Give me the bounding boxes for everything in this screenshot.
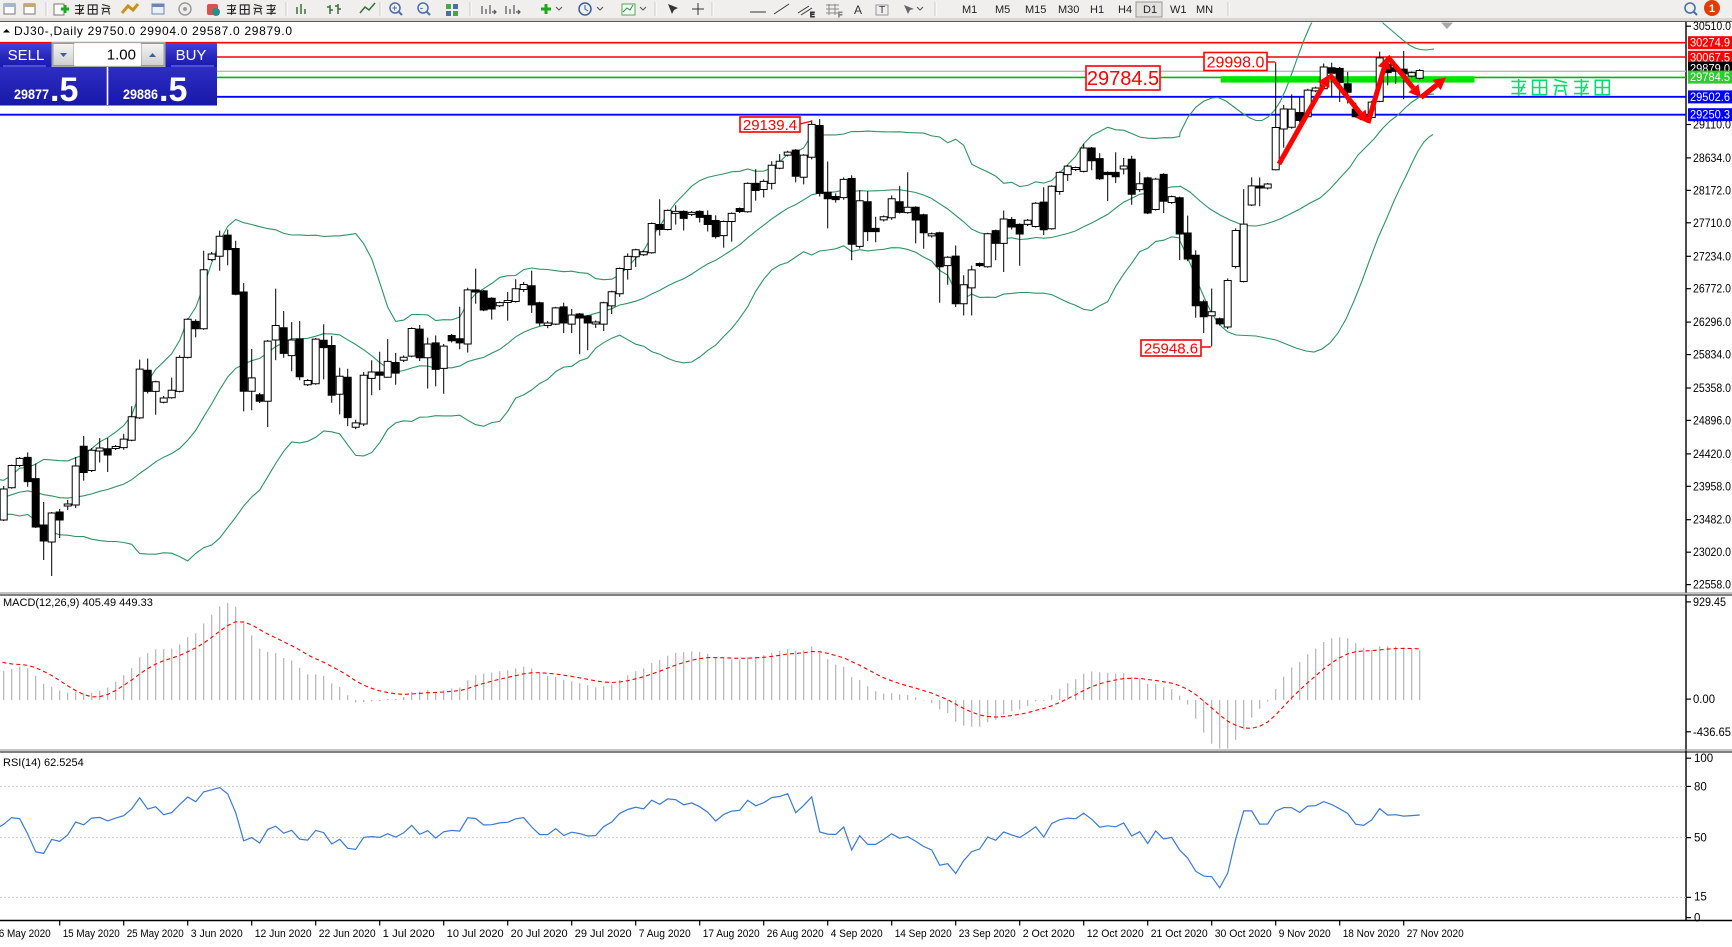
svg-text:50: 50 bbox=[1694, 833, 1707, 845]
svg-text:20 Jul 2020: 20 Jul 2020 bbox=[511, 928, 568, 940]
svg-text:29502.6: 29502.6 bbox=[1690, 92, 1730, 104]
svg-text:F: F bbox=[838, 12, 842, 19]
svg-text:1 Jul 2020: 1 Jul 2020 bbox=[383, 928, 435, 940]
svg-text:30510.0: 30510.0 bbox=[1693, 21, 1731, 33]
svg-text:6 May 2020: 6 May 2020 bbox=[0, 928, 51, 940]
svg-text:12 Jun 2020: 12 Jun 2020 bbox=[255, 928, 312, 940]
svg-text:25834.0: 25834.0 bbox=[1693, 350, 1731, 362]
svg-text:24896.0: 24896.0 bbox=[1693, 415, 1731, 427]
svg-text:M30: M30 bbox=[1058, 4, 1079, 16]
svg-text:29998.0: 29998.0 bbox=[1207, 54, 1265, 71]
svg-text:-436.65: -436.65 bbox=[1693, 727, 1731, 739]
svg-text:29250.3: 29250.3 bbox=[1690, 110, 1730, 122]
svg-text:A: A bbox=[854, 3, 862, 17]
svg-text:RSI(14) 62.5254: RSI(14) 62.5254 bbox=[3, 757, 84, 769]
svg-text:MN: MN bbox=[1196, 4, 1213, 16]
svg-text:0.00: 0.00 bbox=[1693, 694, 1715, 706]
svg-text:23020.0: 23020.0 bbox=[1693, 547, 1731, 559]
svg-text:29784.5: 29784.5 bbox=[1690, 72, 1730, 84]
svg-text:28172.0: 28172.0 bbox=[1693, 185, 1731, 197]
svg-text:+: + bbox=[392, 3, 397, 13]
svg-text:29110.0: 29110.0 bbox=[1693, 120, 1731, 132]
svg-text:30 Oct 2020: 30 Oct 2020 bbox=[1215, 928, 1272, 940]
svg-text:30067.5: 30067.5 bbox=[1690, 52, 1730, 64]
svg-text:25948.6: 25948.6 bbox=[1144, 340, 1198, 357]
svg-text:23 Sep 2020: 23 Sep 2020 bbox=[959, 928, 1016, 940]
svg-text:1: 1 bbox=[1709, 3, 1715, 15]
svg-text:23958.0: 23958.0 bbox=[1693, 481, 1731, 493]
svg-text:29886: 29886 bbox=[123, 86, 158, 102]
svg-text:21 Oct 2020: 21 Oct 2020 bbox=[1151, 928, 1208, 940]
svg-text:H1: H1 bbox=[1090, 4, 1104, 16]
svg-text:27 Nov 2020: 27 Nov 2020 bbox=[1407, 928, 1464, 940]
svg-text:M5: M5 bbox=[995, 4, 1010, 16]
svg-text:W1: W1 bbox=[1170, 4, 1187, 16]
svg-text:7 Aug 2020: 7 Aug 2020 bbox=[639, 928, 691, 940]
svg-text:26 Aug 2020: 26 Aug 2020 bbox=[767, 928, 824, 940]
svg-text:29 Jul 2020: 29 Jul 2020 bbox=[575, 928, 632, 940]
svg-text:.5: .5 bbox=[50, 71, 78, 109]
svg-text:22 Jun 2020: 22 Jun 2020 bbox=[319, 928, 376, 940]
svg-text:M15: M15 bbox=[1025, 4, 1046, 16]
svg-text:80: 80 bbox=[1694, 782, 1707, 794]
svg-text:24420.0: 24420.0 bbox=[1693, 449, 1731, 461]
svg-text:30274.9: 30274.9 bbox=[1690, 38, 1730, 50]
svg-text:M1: M1 bbox=[962, 4, 977, 16]
svg-text:29784.5: 29784.5 bbox=[1087, 68, 1159, 90]
svg-text:SELL: SELL bbox=[8, 47, 45, 64]
svg-text:BUY: BUY bbox=[176, 47, 207, 64]
svg-text:26772.0: 26772.0 bbox=[1693, 284, 1731, 296]
svg-text:22558.0: 22558.0 bbox=[1693, 580, 1731, 592]
svg-text:29877: 29877 bbox=[14, 86, 49, 102]
svg-text:1.00: 1.00 bbox=[107, 47, 136, 64]
svg-text:2 Oct 2020: 2 Oct 2020 bbox=[1023, 928, 1075, 940]
svg-text:14 Sep 2020: 14 Sep 2020 bbox=[895, 928, 952, 940]
svg-text:0: 0 bbox=[1694, 913, 1700, 925]
svg-text:.5: .5 bbox=[159, 71, 187, 109]
svg-text:MACD(12,26,9) 405.49 449.33: MACD(12,26,9) 405.49 449.33 bbox=[3, 597, 153, 609]
svg-text:3 Jun 2020: 3 Jun 2020 bbox=[191, 928, 243, 940]
svg-text:18 Nov 2020: 18 Nov 2020 bbox=[1343, 928, 1400, 940]
svg-text:DJ30-,Daily 29750.0 29904.0 2: DJ30-,Daily 29750.0 29904.0 29587.0 2987… bbox=[14, 24, 292, 38]
svg-text:17 Aug 2020: 17 Aug 2020 bbox=[703, 928, 760, 940]
svg-text:T: T bbox=[879, 5, 885, 16]
svg-text:H4: H4 bbox=[1118, 4, 1132, 16]
svg-text:-: - bbox=[420, 3, 423, 13]
svg-text:12 Oct 2020: 12 Oct 2020 bbox=[1087, 928, 1144, 940]
svg-text:27234.0: 27234.0 bbox=[1693, 251, 1731, 263]
svg-text:25358.0: 25358.0 bbox=[1693, 383, 1731, 395]
svg-text:4 Sep 2020: 4 Sep 2020 bbox=[831, 928, 883, 940]
svg-text:15: 15 bbox=[1694, 891, 1707, 903]
svg-text:15 May 2020: 15 May 2020 bbox=[63, 928, 120, 940]
svg-text:10 Jul 2020: 10 Jul 2020 bbox=[447, 928, 504, 940]
svg-text:9 Nov 2020: 9 Nov 2020 bbox=[1279, 928, 1331, 940]
svg-text:D1: D1 bbox=[1143, 4, 1157, 16]
svg-text:23482.0: 23482.0 bbox=[1693, 515, 1731, 527]
svg-text:26296.0: 26296.0 bbox=[1693, 317, 1731, 329]
svg-text:E: E bbox=[810, 12, 815, 19]
svg-text:29139.4: 29139.4 bbox=[743, 117, 797, 134]
svg-text:28634.0: 28634.0 bbox=[1693, 153, 1731, 165]
svg-text:100: 100 bbox=[1694, 753, 1713, 765]
svg-text:929.45: 929.45 bbox=[1693, 597, 1726, 609]
svg-text:25 May 2020: 25 May 2020 bbox=[127, 928, 184, 940]
svg-text:27710.0: 27710.0 bbox=[1693, 218, 1731, 230]
